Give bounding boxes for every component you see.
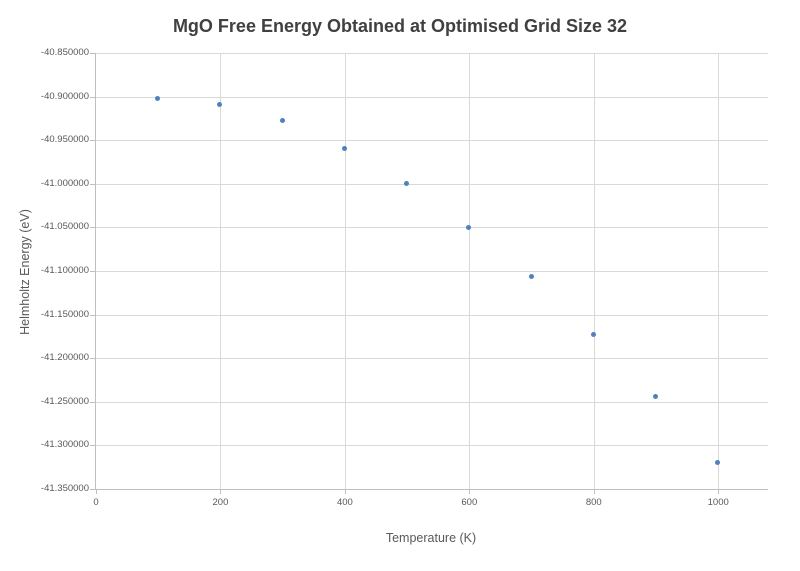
data-point	[155, 96, 161, 102]
y-tick-label: -41.000000	[40, 177, 89, 189]
y-tick-label: -40.950000	[40, 134, 89, 146]
y-axis-tick	[90, 401, 95, 403]
x-tick-label: 400	[336, 497, 353, 508]
x-tick-label: 800	[585, 497, 602, 508]
y-axis-tick	[90, 314, 95, 316]
y-tick-label: -41.250000	[40, 395, 89, 407]
y-axis-tick	[90, 96, 95, 98]
y-axis-tick	[90, 183, 95, 185]
vertical-gridline	[344, 53, 346, 489]
x-axis-tick	[220, 489, 222, 494]
horizontal-gridline	[96, 271, 768, 272]
data-point	[466, 225, 472, 231]
x-axis-tick	[96, 489, 97, 494]
horizontal-gridline	[96, 445, 768, 447]
x-axis-title: Temperature (K)	[385, 531, 477, 545]
y-axis-tick	[90, 271, 95, 272]
data-point	[341, 145, 347, 151]
horizontal-gridline	[96, 314, 768, 316]
horizontal-gridline	[96, 401, 768, 403]
data-point	[528, 274, 534, 280]
horizontal-gridline	[96, 358, 768, 360]
y-axis-tick	[90, 140, 95, 142]
y-tick-label: -41.350000	[40, 483, 89, 494]
data-point	[715, 459, 721, 465]
horizontal-gridline	[96, 96, 768, 98]
x-tick-label: 0	[93, 497, 99, 508]
x-axis-tick	[469, 489, 471, 494]
horizontal-gridline	[96, 227, 768, 229]
y-axis-tick	[90, 227, 95, 229]
y-tick-label: -40.900000	[40, 90, 89, 102]
y-axis-tick	[90, 53, 95, 54]
y-tick-label: -41.150000	[40, 308, 89, 320]
data-point	[404, 180, 410, 186]
y-tick-label: -41.200000	[40, 352, 89, 364]
horizontal-gridline	[96, 53, 768, 54]
y-tick-label: -40.850000	[40, 47, 89, 58]
chart-title: MgO Free Energy Obtained at Optimised Gr…	[172, 16, 628, 36]
vertical-gridline	[718, 53, 720, 489]
horizontal-gridline	[96, 140, 768, 142]
x-axis-tick	[593, 489, 595, 494]
vertical-gridline	[469, 53, 471, 489]
horizontal-gridline	[96, 183, 768, 185]
y-axis-tick	[90, 358, 95, 360]
y-axis-title: Helmholtz Energy (eV)	[18, 209, 32, 335]
x-axis-tick	[344, 489, 346, 494]
y-tick-label: -41.050000	[40, 221, 89, 233]
x-tick-label: 200	[212, 497, 229, 508]
data-point	[590, 331, 596, 337]
y-axis-tick	[90, 445, 95, 447]
vertical-gridline	[593, 53, 595, 489]
x-tick-label: 1000	[707, 497, 729, 508]
y-tick-label: -41.300000	[40, 439, 89, 451]
data-point	[217, 102, 223, 108]
data-point	[653, 393, 658, 399]
y-axis-tick	[90, 489, 95, 490]
plot-area: -40.850000 -40.900000 -40.950000 -41.000000…	[41, 47, 768, 508]
x-tick-label: 600	[461, 497, 478, 508]
vertical-gridline	[220, 53, 222, 489]
x-axis-tick	[718, 489, 720, 494]
y-tick-label: -41.100000	[40, 265, 89, 276]
data-point	[279, 118, 285, 124]
